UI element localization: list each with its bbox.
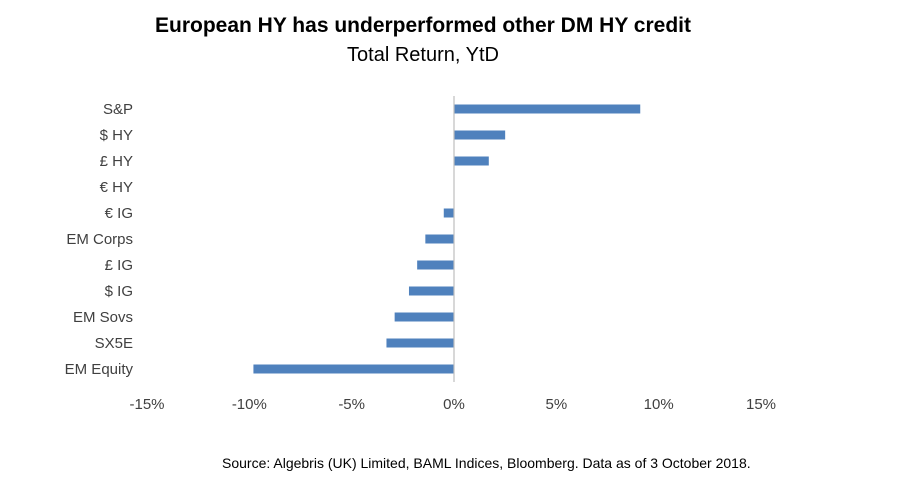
chart-subtitle: Total Return, YtD [347,44,499,66]
category-label: € IG [105,205,133,222]
category-label: EM Sovs [73,309,133,326]
x-tick-label: 15% [746,396,776,413]
bars-group [253,104,641,374]
bar-10 [253,364,454,374]
x-tick-label: 10% [644,396,674,413]
x-tick-label: -5% [338,396,365,413]
category-label: EM Corps [66,231,133,248]
bar-0 [454,104,641,114]
category-label: SX5E [95,335,133,352]
bar-4 [443,208,454,218]
category-label: S&P [103,101,133,118]
bar-6 [417,260,454,270]
bar-1 [454,130,506,140]
x-tick-label: 5% [545,396,567,413]
category-label: EM Equity [65,361,134,378]
x-tick-label: -15% [129,396,164,413]
x-tick-label: 0% [443,396,465,413]
bar-9 [386,338,454,348]
bar-8 [394,312,454,322]
bar-7 [408,286,454,296]
category-label: € HY [100,179,133,196]
x-tick-label: -10% [232,396,267,413]
bar-2 [454,156,489,166]
category-label: $ HY [100,127,133,144]
bar-5 [425,234,454,244]
source-note: Source: Algebris (UK) Limited, BAML Indi… [222,455,751,471]
category-labels: S&P $ HY £ HY € HY € IG EM Corps £ IG $ IG EM So… [65,101,134,378]
category-label: $ IG [105,283,133,300]
category-label: £ HY [100,153,133,170]
x-tick-labels: -15% -10% -5% 0% 5% 10% 15% [129,396,776,413]
category-label: £ IG [105,257,133,274]
chart-title: European HY has underperformed other DM … [155,14,691,37]
